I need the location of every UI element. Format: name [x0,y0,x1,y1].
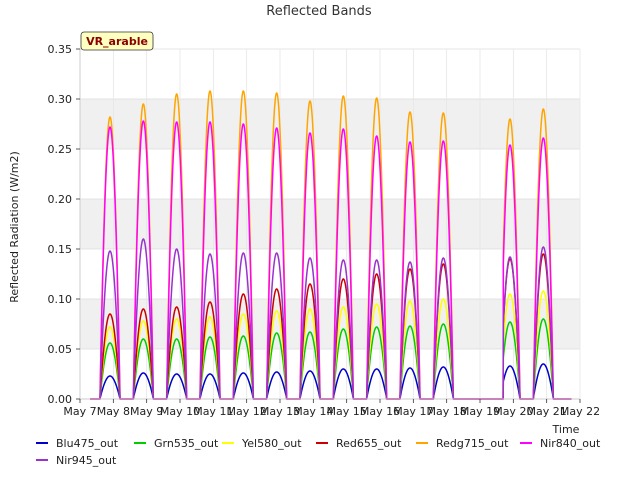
x-tick-label: May 11 [193,405,233,418]
x-tick-label: May 8 [97,405,130,418]
x-axis-label: Time [552,423,580,436]
y-tick-label: 0.25 [48,143,73,156]
plot-band [80,99,580,149]
x-tick-label: May 17 [393,405,433,418]
legend-label: Yel580_out [241,437,302,450]
x-tick-label: May 18 [427,405,467,418]
y-tick-label: 0.35 [48,43,73,56]
legend-label: Red655_out [336,437,402,450]
x-tick-label: May 9 [130,405,163,418]
plot-band [80,299,580,349]
x-tick-label: May 20 [493,405,533,418]
x-tick-label: May 13 [260,405,300,418]
x-tick-label: May 16 [360,405,400,418]
y-tick-label: 0.05 [48,343,73,356]
plot-background-bands [80,49,580,399]
site-badge: VR_arable [80,31,154,51]
x-tick-label: May 12 [227,405,267,418]
x-tick-label: May 7 [63,405,96,418]
y-tick-label: 0.30 [48,93,73,106]
legend-item-Blu475_out: Blu475_out [36,437,119,450]
site-badge-label: VR_arable [86,35,148,48]
y-tick-label: 0.00 [48,393,73,406]
plot-band [80,199,580,249]
y-ticks: 0.00 0.05 0.10 0.15 0.20 0.25 0.30 0.35 [48,43,80,406]
site-badge-box [80,31,154,51]
legend-item-Red655_out: Red655_out [316,437,402,450]
legend-label: Redg715_out [436,437,509,450]
x-tick-label: May 14 [293,405,333,418]
x-tick-label: May 15 [327,405,367,418]
legend-item-Grn535_out: Grn535_out [134,437,219,450]
legend-label: Grn535_out [154,437,219,450]
chart-title: Reflected Bands [266,4,372,19]
legend-label: Blu475_out [56,437,119,450]
legend-label: Nir945_out [56,454,117,467]
y-axis-label: Reflected Radiation (W/m2) [8,151,21,303]
x-tick-label: May 19 [460,405,500,418]
x-tick-label: May 10 [160,405,200,418]
legend-item-Redg715_out: Redg715_out [416,437,509,450]
y-tick-label: 0.15 [48,243,73,256]
legend-item-Nir840_out: Nir840_out [520,437,601,450]
legend-label: Nir840_out [540,437,601,450]
legend-item-Nir945_out: Nir945_out [36,454,117,467]
x-tick-label: May 22 [560,405,600,418]
legend: Blu475_out Grn535_out Yel580_out Red655_out… [36,437,601,467]
x-tick-label: May 21 [527,405,567,418]
y-tick-label: 0.20 [48,193,73,206]
axes [79,49,580,400]
legend-item-Yel580_out: Yel580_out [222,437,302,450]
y-tick-label: 0.10 [48,293,73,306]
